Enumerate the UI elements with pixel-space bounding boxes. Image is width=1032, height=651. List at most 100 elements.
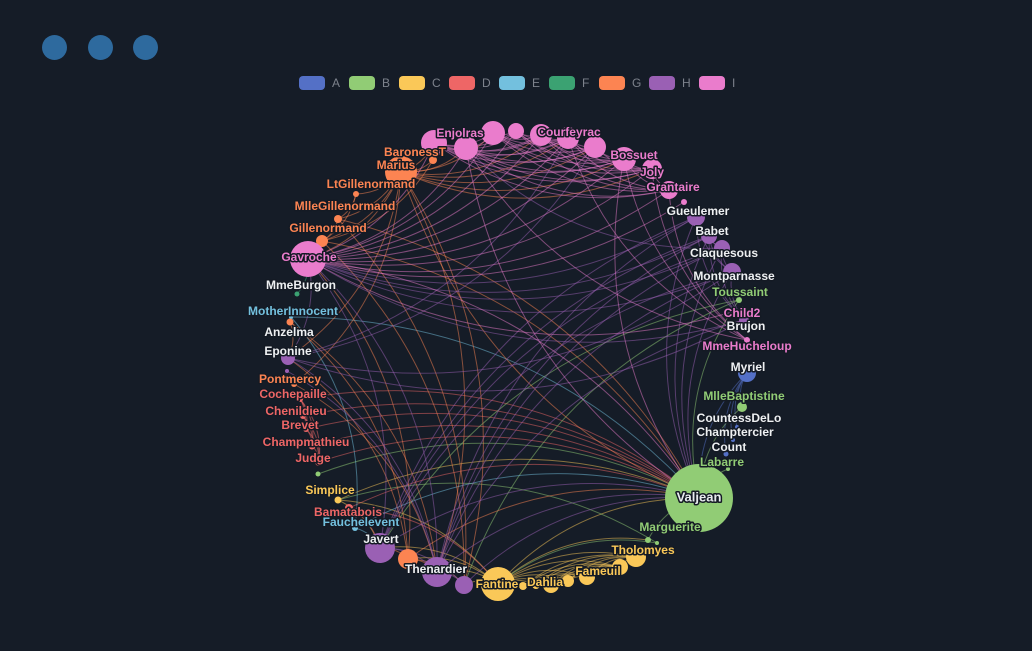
graph-node-GreenDot[interactable] xyxy=(315,471,321,477)
graph-edge xyxy=(492,132,625,164)
graph-node-Labarre[interactable] xyxy=(726,467,730,471)
legend-item-E[interactable]: E xyxy=(499,76,549,90)
graph-node-Courfeyrac[interactable] xyxy=(557,127,579,149)
node-label-Fantine: Fantine xyxy=(476,577,519,591)
graph-node-Gueulemer[interactable] xyxy=(687,208,705,226)
graph-node-Prouvaire[interactable] xyxy=(508,123,524,139)
graph-node-MmeThenardier[interactable] xyxy=(398,549,418,569)
window-control-dot-2[interactable] xyxy=(88,35,113,60)
graph-node-Cochepaille[interactable] xyxy=(297,396,303,402)
node-label-MotherInnocent: MotherInnocent xyxy=(248,304,338,318)
legend-item-F[interactable]: F xyxy=(549,76,599,90)
graph-node-CountessDeLo[interactable] xyxy=(735,425,739,429)
node-label-Champtercier: Champtercier xyxy=(696,425,774,439)
graph-node-Fameuil[interactable] xyxy=(579,569,595,585)
legend-item-C[interactable]: C xyxy=(399,76,449,90)
graph-edge xyxy=(515,130,653,172)
graph-node-MmeBurgon[interactable] xyxy=(294,291,300,297)
graph-node-Favourite[interactable] xyxy=(532,581,540,589)
legend-item-G[interactable]: G xyxy=(599,76,649,90)
node-label-Montparnasse: Montparnasse xyxy=(693,269,775,283)
graph-node-Montparnasse[interactable] xyxy=(723,263,741,281)
graph-node-Brevet[interactable] xyxy=(303,426,309,432)
graph-node-Dahlia[interactable] xyxy=(543,577,559,593)
graph-node-LtGillenormand[interactable] xyxy=(353,191,359,197)
node-label-Javert: Javert xyxy=(363,532,398,546)
graph-edge xyxy=(307,258,387,549)
graph-node-Marius[interactable] xyxy=(385,156,417,188)
graph-node-BaronessT[interactable] xyxy=(429,156,437,164)
graph-node-PinkDot[interactable] xyxy=(681,199,687,205)
graph-edge xyxy=(436,493,700,573)
legend-label-I: I xyxy=(732,76,736,90)
graph-node-Judge[interactable] xyxy=(315,458,323,466)
graph-node-Marguerite[interactable] xyxy=(645,537,651,543)
graph-node-Grantaire[interactable] xyxy=(660,181,678,199)
graph-node-Fauchelevent[interactable] xyxy=(352,525,358,531)
graph-node-Valjean[interactable] xyxy=(665,464,733,532)
graph-node-Myriel[interactable] xyxy=(738,364,756,382)
graph-edge xyxy=(497,551,637,585)
legend-label-G: G xyxy=(632,76,642,90)
window-control-dot-3[interactable] xyxy=(133,35,158,60)
graph-node-MotherInnocent[interactable] xyxy=(289,315,293,319)
legend-item-D[interactable]: D xyxy=(449,76,499,90)
graph-node-Fantine[interactable] xyxy=(481,567,515,601)
legend-swatch-D xyxy=(449,76,475,90)
graph-node-Simplice[interactable] xyxy=(334,496,342,504)
graph-node-Thenardier[interactable] xyxy=(422,557,452,587)
legend-swatch-I xyxy=(699,76,725,90)
graph-node-Anzelma[interactable] xyxy=(286,318,294,326)
window-control-dot-1[interactable] xyxy=(42,35,67,60)
node-label-Bamatabois: Bamatabois xyxy=(314,505,382,519)
node-label-MmeBurgon: MmeBurgon xyxy=(266,278,336,292)
graph-node-Bahorel[interactable] xyxy=(421,130,447,156)
graph-edge xyxy=(379,216,697,549)
legend-item-I[interactable]: I xyxy=(699,76,749,90)
legend-label-C: C xyxy=(432,76,441,90)
node-label-Labarre: Labarre xyxy=(700,455,744,469)
graph-node-Cosette[interactable] xyxy=(455,576,473,594)
graph-node-Combeferre[interactable] xyxy=(481,121,505,145)
graph-node-Chenildieu[interactable] xyxy=(300,413,306,419)
graph-node-Blacheville[interactable] xyxy=(612,559,628,575)
graph-edge xyxy=(286,370,438,573)
graph-edge xyxy=(433,142,670,199)
graph-node-Champmathieu[interactable] xyxy=(308,442,316,450)
graph-node-Joly[interactable] xyxy=(642,159,662,179)
legend-item-H[interactable]: H xyxy=(649,76,699,90)
legend-label-A: A xyxy=(332,76,341,90)
graph-node-Zephine[interactable] xyxy=(519,582,527,590)
graph-node-Bamatabois[interactable] xyxy=(345,504,353,512)
graph-node-Count[interactable] xyxy=(723,451,729,457)
graph-node-Enjolras[interactable] xyxy=(454,136,478,160)
graph-node-Babet[interactable] xyxy=(701,228,717,244)
graph-node-MlleBaptistine[interactable] xyxy=(737,402,747,412)
graph-edge xyxy=(497,539,658,585)
graph-node-MmeHucheloup[interactable] xyxy=(744,337,750,343)
graph-node-Perpetue[interactable] xyxy=(655,541,659,545)
graph-node-Mabeuf[interactable] xyxy=(584,136,606,158)
graph-node-Toussaint[interactable] xyxy=(736,297,742,303)
graph-node-Claquesous[interactable] xyxy=(714,240,730,256)
graph-node-Eponine[interactable] xyxy=(281,351,295,365)
graph-node-Tholomyes[interactable] xyxy=(626,547,646,567)
graph-node-Child2[interactable] xyxy=(739,306,745,312)
legend-item-B[interactable]: B xyxy=(349,76,399,90)
graph-node-Champtercier[interactable] xyxy=(731,438,735,442)
graph-node-Gavroche[interactable] xyxy=(290,241,326,277)
graph-node-Javert[interactable] xyxy=(365,533,395,563)
graph-edge xyxy=(348,463,700,509)
graph-node-MlleGillenormand[interactable] xyxy=(334,215,342,223)
graph-edge xyxy=(723,372,748,455)
graph-node-Listolier[interactable] xyxy=(562,575,574,587)
legend-label-E: E xyxy=(532,76,541,90)
graph-node-Brujon[interactable] xyxy=(739,315,749,325)
graph-node-PurpleDot[interactable] xyxy=(285,369,289,373)
graph-node-Bossuet[interactable] xyxy=(612,147,636,171)
graph-node-Pontmercy[interactable] xyxy=(291,381,297,387)
legend-item-A[interactable]: A xyxy=(299,76,349,90)
node-label-Brevet: Brevet xyxy=(281,418,318,432)
graph-node-Gillenormand[interactable] xyxy=(316,235,328,247)
graph-node-Feuilly[interactable] xyxy=(530,124,552,146)
